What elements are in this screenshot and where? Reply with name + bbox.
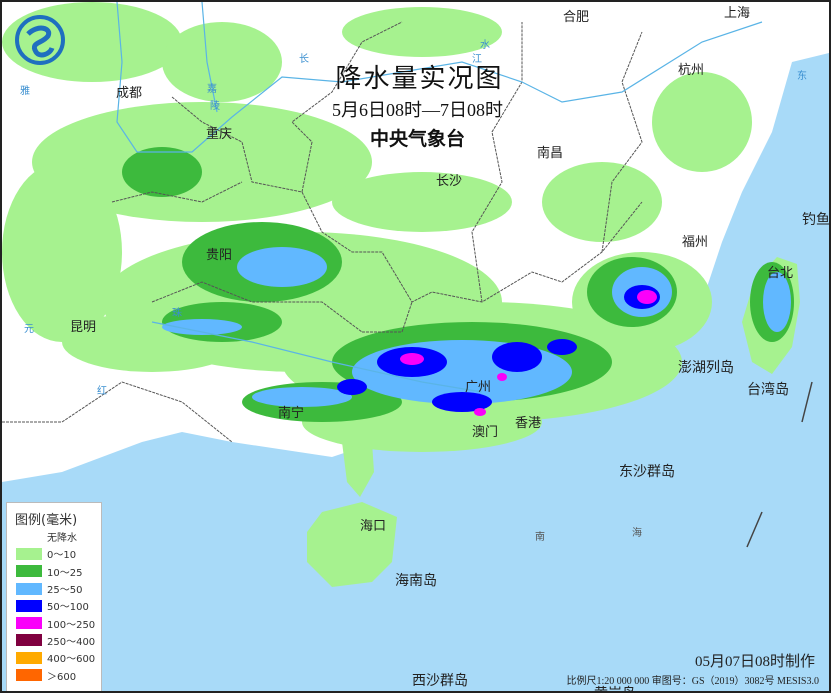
city-label: 成都: [116, 86, 143, 101]
legend-label: 50～100: [47, 602, 89, 614]
river-label: 东: [797, 71, 807, 82]
scale-and-approval: 比例尺1:20 000 000 审图号：GS（2019）3082号 MESIS3…: [566, 676, 819, 687]
city-label: 香港: [515, 416, 542, 431]
rivers: [116, 2, 763, 393]
place-label: 澎湖列岛: [678, 360, 734, 376]
city-label: 杭州: [678, 63, 705, 78]
river-label: 长: [299, 54, 309, 65]
place-label: 东沙群岛: [619, 464, 675, 480]
city-label: 福州: [682, 235, 709, 250]
legend-swatch: [16, 582, 42, 595]
legend-label: 250～400: [47, 636, 96, 648]
city-label: 重庆: [206, 127, 233, 142]
legend-swatch: [16, 669, 42, 682]
legend-swatch: [16, 651, 42, 664]
legend-label: 400～600: [47, 654, 96, 666]
place-label: 海南岛: [395, 573, 437, 589]
legend-swatch: [16, 617, 42, 630]
city-label: 上海: [724, 6, 751, 21]
river-label: 红: [97, 386, 107, 397]
river-label: 珠: [172, 308, 182, 319]
map-period: 5月6日08时—7日08时: [332, 100, 503, 120]
map-title: 降水量实况图: [335, 64, 504, 94]
legend-item: 50～100: [16, 597, 101, 614]
legend-item: 250～400: [16, 632, 101, 649]
legend-label: 0～10: [47, 550, 77, 562]
legend: 图例(毫米) 无降水 0～10 10～25 25～50 50～100 100～250 250…: [6, 502, 102, 691]
river-label: 雅: [20, 86, 30, 97]
rain-100-250: [400, 290, 657, 416]
legend-label: 无降水: [47, 533, 77, 545]
place-label: 台湾岛: [747, 382, 789, 398]
river-label: 陵: [210, 101, 220, 112]
nine-dash-line: [746, 381, 813, 548]
place-label: 黄岩岛: [594, 683, 636, 691]
city-label: 合肥: [563, 10, 590, 25]
river-label: 水: [480, 40, 490, 51]
hainan-island: [307, 502, 397, 587]
legend-item: 0～10: [16, 545, 101, 562]
city-label: 台北: [767, 266, 794, 281]
city-label: 昆明: [70, 320, 97, 335]
legend-item: ＞600: [16, 666, 101, 683]
city-label: 贵阳: [206, 248, 233, 263]
sea-char: 南: [535, 532, 545, 543]
city-label: 南宁: [278, 406, 305, 421]
city-label: 广州: [465, 380, 492, 395]
city-label: 长沙: [436, 174, 463, 189]
city-label: 海口: [360, 519, 387, 534]
cma-logo: [14, 14, 66, 66]
legend-swatch: [16, 547, 42, 560]
city-label: 南昌: [537, 146, 564, 161]
sea-char: 海: [632, 528, 642, 539]
made-time: 05月07日08时制作: [694, 654, 815, 670]
legend-item: 无降水: [16, 528, 101, 545]
map-issuer: 中央气象台: [369, 128, 465, 150]
legend-item: 100～250: [16, 614, 101, 631]
legend-label: 10～25: [47, 567, 83, 579]
legend-title: 图例(毫米): [15, 513, 78, 528]
legend-swatch: [16, 530, 42, 543]
place-label: 钓鱼: [802, 212, 830, 228]
leizhou-peninsula: [342, 442, 374, 497]
legend-label: 100～250: [47, 619, 96, 631]
province-borders: [2, 21, 643, 443]
legend-item: 400～600: [16, 649, 101, 666]
river-label: 元: [24, 324, 34, 335]
legend-swatch: [16, 599, 42, 612]
place-label: 西沙群岛: [412, 673, 468, 689]
river-label: 江: [472, 54, 482, 65]
legend-label: 25～50: [47, 585, 83, 597]
sea: [2, 52, 829, 691]
legend-swatch: [16, 565, 42, 578]
legend-item: 25～50: [16, 580, 101, 597]
legend-item: 10～25: [16, 563, 101, 580]
legend-label: ＞600: [47, 671, 77, 683]
river-label: 嘉: [207, 84, 217, 95]
legend-swatch: [16, 634, 42, 647]
city-label: 澳门: [472, 425, 499, 440]
